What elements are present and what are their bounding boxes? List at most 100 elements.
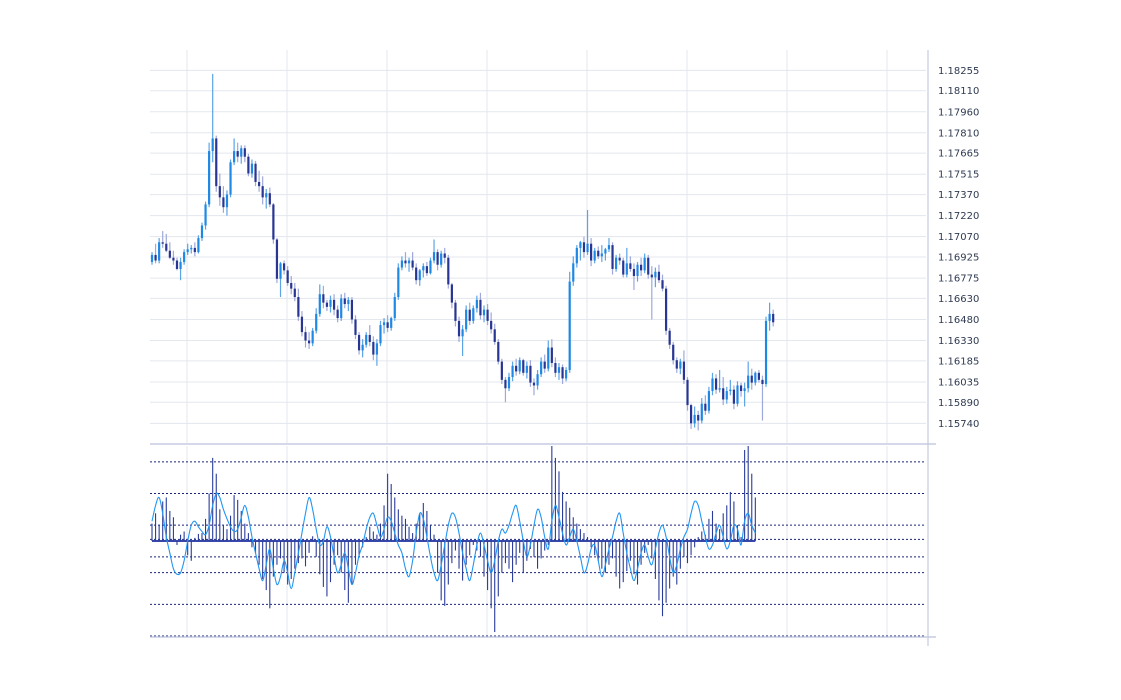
candle-body	[422, 266, 425, 271]
candle-body	[682, 361, 686, 380]
candle-body	[225, 194, 229, 208]
candle-body	[500, 361, 503, 380]
candle-body	[272, 204, 275, 240]
candle-body	[258, 181, 261, 187]
candle-body	[632, 268, 636, 276]
candle-body	[739, 385, 743, 392]
candle-body	[461, 329, 464, 337]
candle-body	[639, 264, 643, 271]
candle-body	[293, 288, 296, 298]
candle-body	[657, 271, 661, 281]
candle-body	[747, 375, 750, 389]
candle-body	[282, 263, 286, 271]
candle-body	[536, 374, 539, 386]
indicator-line-layer	[151, 492, 756, 590]
candle-body	[425, 266, 428, 274]
candle-body	[165, 243, 168, 251]
candle-body	[486, 309, 489, 321]
candle-body	[197, 238, 200, 253]
price-tick-label: 1.18255	[938, 66, 979, 77]
price-tick-label: 1.17810	[938, 128, 979, 139]
candle-body	[179, 261, 182, 269]
candle-body	[532, 382, 536, 386]
candle-body	[654, 271, 657, 278]
candle-body	[515, 365, 518, 372]
candle-body	[286, 270, 289, 283]
candle-body	[661, 280, 664, 289]
candle-body	[725, 391, 728, 400]
candle-body	[479, 299, 482, 316]
candle-body	[415, 267, 418, 281]
candle-body	[154, 254, 157, 261]
candle-body	[714, 378, 718, 390]
candle-body	[158, 242, 161, 261]
candle-body	[465, 309, 468, 330]
candle-body	[565, 370, 568, 379]
candle-body	[215, 138, 218, 187]
candle-body	[357, 334, 361, 351]
candlestick-series	[150, 73, 775, 431]
candle-body	[593, 250, 596, 261]
candle-body	[636, 264, 639, 276]
candle-body	[586, 243, 589, 253]
candle-body	[440, 253, 443, 265]
candle-body	[208, 151, 211, 205]
candle-body	[222, 197, 225, 208]
candle-body	[172, 257, 175, 261]
price-tick-label: 1.16185	[938, 356, 979, 367]
candle-body	[772, 313, 775, 323]
candle-body	[375, 343, 379, 355]
candle-body	[493, 329, 496, 342]
candle-body	[379, 325, 382, 344]
candle-body	[686, 379, 689, 406]
candle-body	[664, 288, 668, 331]
candle-body	[750, 375, 753, 383]
candle-body	[183, 252, 186, 262]
candle-body	[407, 260, 411, 264]
candle-body	[522, 360, 525, 373]
candle-body	[625, 263, 628, 275]
candle-body	[161, 242, 164, 244]
candle-body	[443, 253, 446, 258]
candle-body	[618, 257, 621, 261]
candle-body	[350, 299, 354, 320]
price-axis: 1.18255 1.18110 1.17960 1.17810 1.17665 1.175…	[938, 66, 979, 430]
price-tick-label: 1.17665	[938, 149, 979, 160]
candle-body	[507, 377, 511, 389]
candle-body	[722, 388, 725, 400]
candle-body	[615, 257, 618, 269]
candle-body	[761, 379, 764, 385]
candle-body	[429, 260, 432, 274]
candle-body	[300, 316, 304, 333]
candle-body	[707, 391, 711, 411]
price-gridlines	[150, 50, 926, 443]
candle-body	[543, 361, 546, 369]
candle-body	[743, 388, 746, 392]
candle-body	[622, 260, 625, 275]
candle-body	[525, 365, 528, 373]
candle-body	[629, 263, 632, 269]
candle-body	[597, 250, 600, 257]
candle-body	[704, 403, 707, 411]
candle-body	[604, 249, 607, 254]
candle-body	[579, 242, 582, 248]
candle-body	[572, 263, 575, 282]
candle-body	[711, 378, 714, 392]
candle-body	[582, 242, 586, 253]
candle-body	[697, 414, 700, 421]
price-tick-label: 1.15890	[938, 398, 979, 409]
candle-body	[290, 282, 293, 289]
chart-frame	[150, 50, 936, 646]
candle-body	[668, 330, 671, 345]
candle-body	[643, 257, 646, 271]
candle-body	[561, 367, 564, 379]
candle-body	[689, 405, 693, 424]
candle-body	[447, 257, 450, 285]
candle-body	[475, 299, 478, 309]
candle-body	[611, 245, 614, 269]
candle-body	[211, 138, 214, 152]
candle-body	[390, 318, 393, 328]
candle-body	[304, 332, 307, 341]
